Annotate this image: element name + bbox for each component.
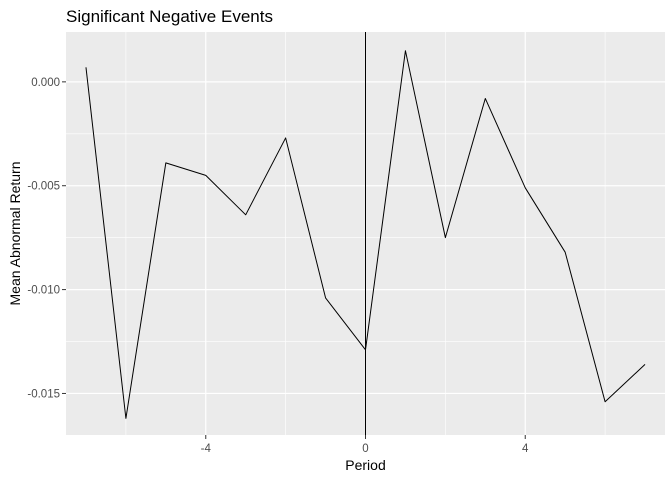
y-tick-label: -0.005 xyxy=(27,181,60,193)
y-tick-label: 0.000 xyxy=(31,77,60,89)
x-axis-title: Period xyxy=(345,457,385,473)
chart-title: Significant Negative Events xyxy=(66,7,273,26)
series-layer xyxy=(85,50,646,419)
y-axis: 0.000 -0.005 -0.010 -0.015 xyxy=(27,77,66,400)
x-tick-label: 4 xyxy=(522,443,529,455)
series-line-0 xyxy=(85,50,646,419)
x-tick-label: -4 xyxy=(201,443,212,455)
y-axis-title: Mean Abnormal Return xyxy=(7,162,23,306)
y-tick-label: -0.010 xyxy=(27,285,60,297)
x-axis: -4 0 4 xyxy=(201,435,529,455)
y-tick-label: -0.015 xyxy=(27,388,60,400)
x-tick-label: 0 xyxy=(362,443,368,455)
